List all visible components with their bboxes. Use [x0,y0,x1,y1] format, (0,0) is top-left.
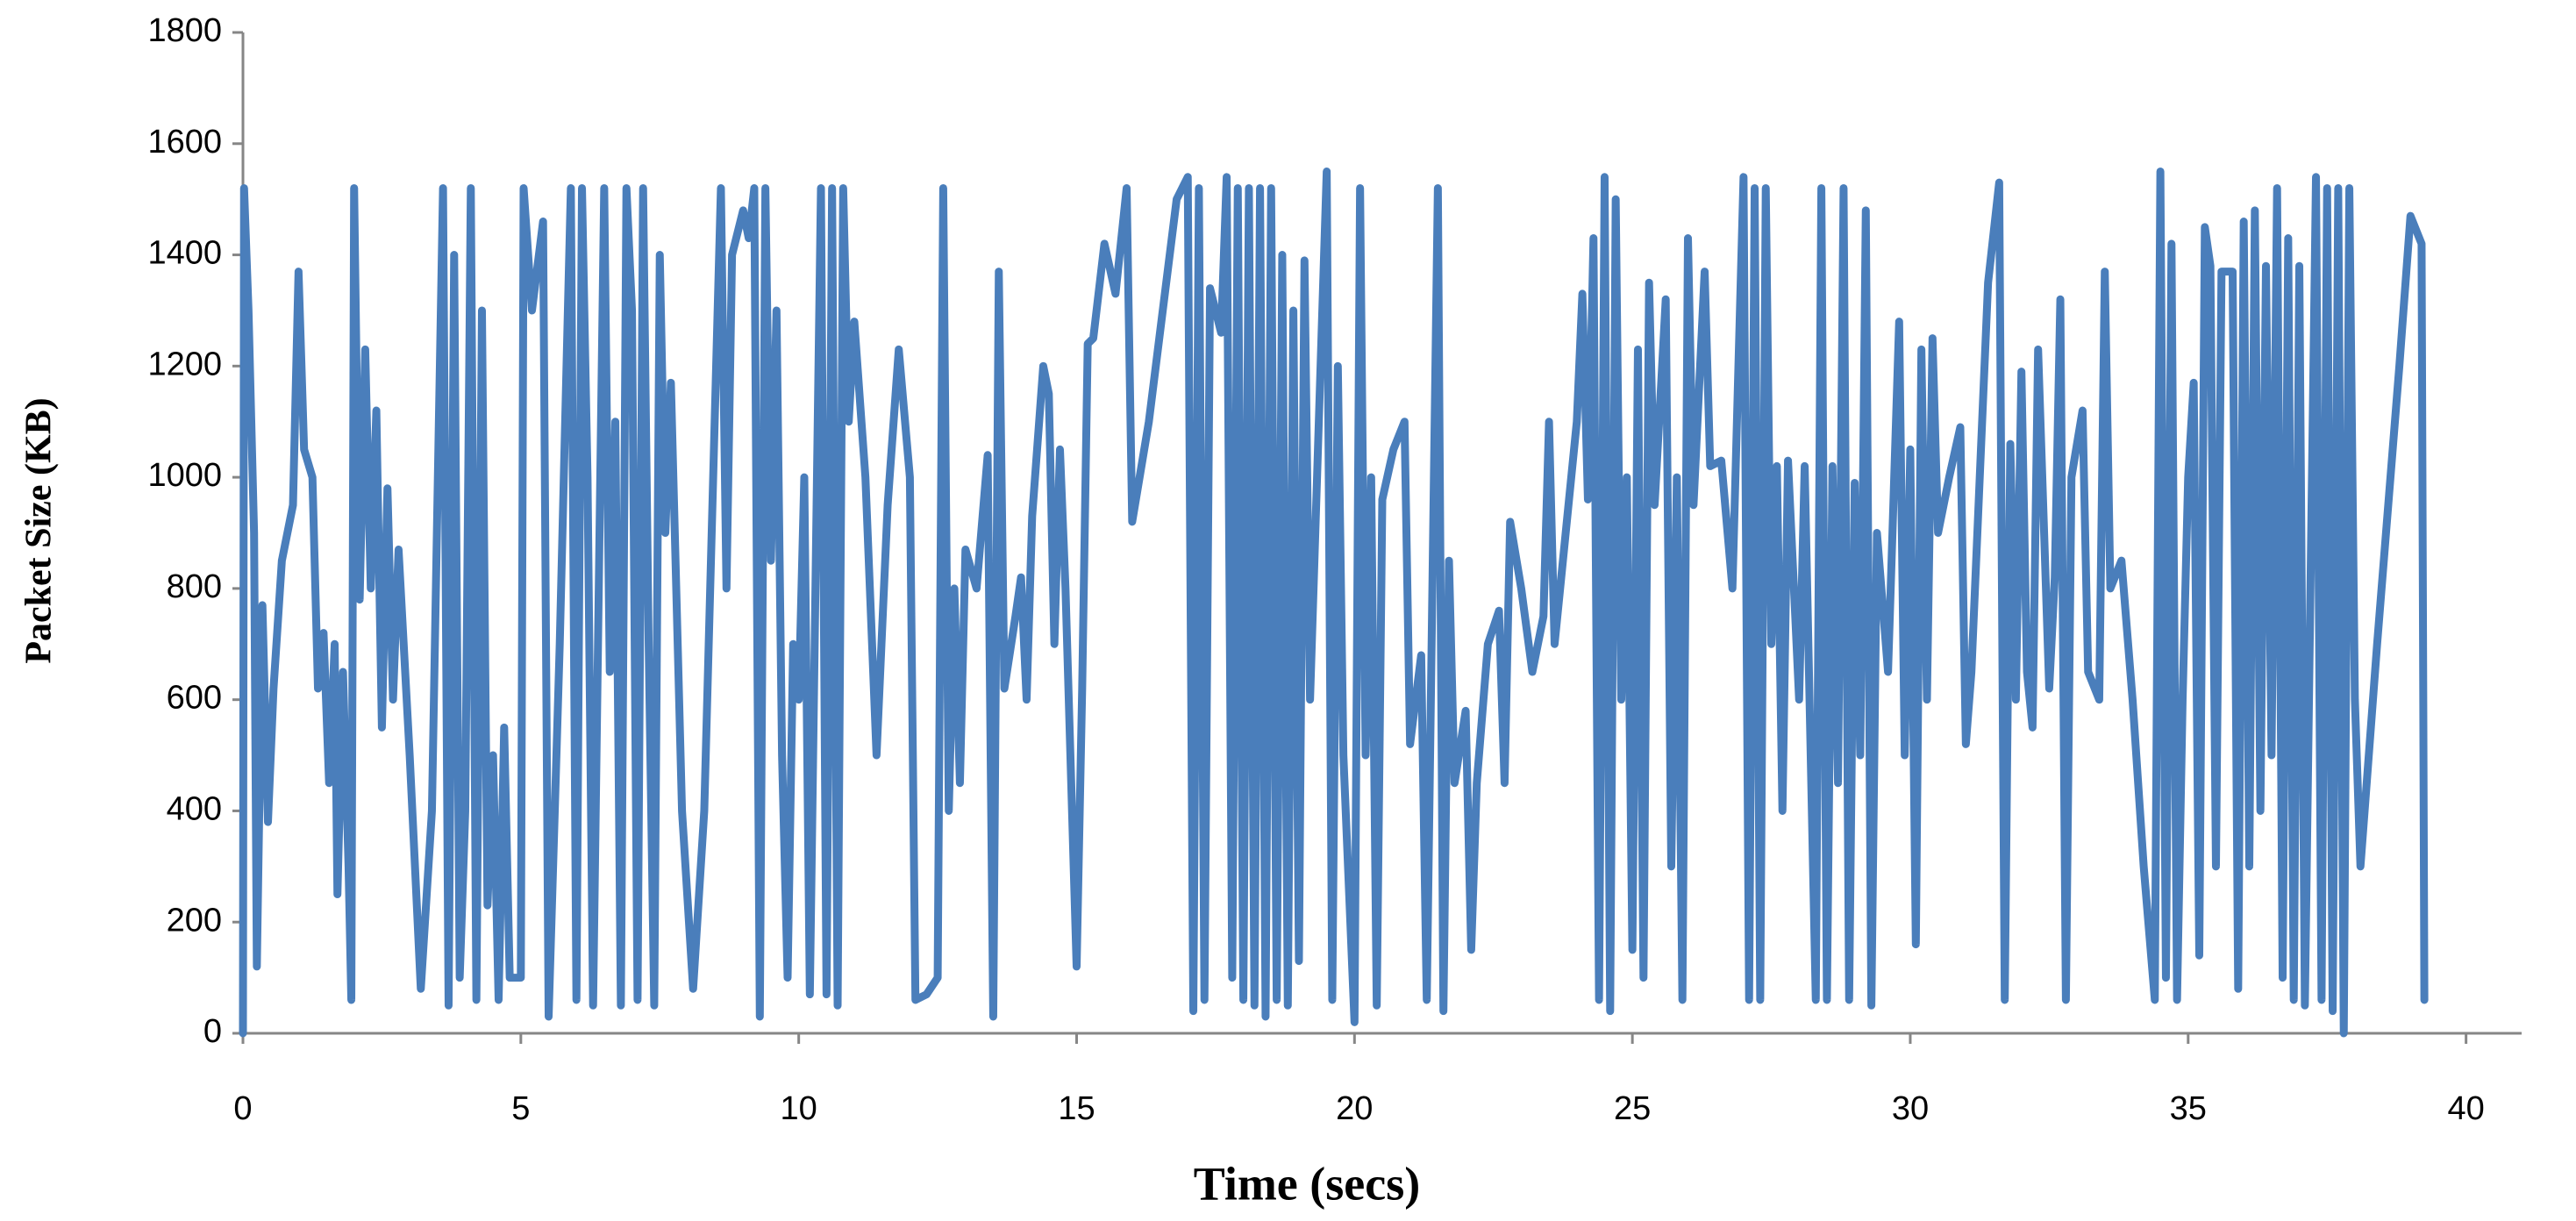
y-tick-label: 0 [203,1013,222,1050]
y-axis-title: Packet Size (KB) [19,397,60,663]
x-tick-label: 35 [2170,1090,2207,1127]
y-tick-label: 1800 [147,12,222,49]
y-tick-label: 600 [167,680,222,717]
x-tick-label: 25 [1614,1090,1651,1127]
y-tick-label: 800 [167,568,222,605]
x-tick-label: 0 [233,1090,252,1127]
x-tick-label: 30 [1892,1090,1929,1127]
data-line [239,167,2429,1038]
y-tick-label: 400 [167,790,222,827]
y-tick-label: 1000 [147,457,222,494]
x-tick-label: 40 [2447,1090,2484,1127]
x-axis-title: Time (secs) [1194,1157,1420,1210]
x-tick-label: 5 [511,1090,530,1127]
x-tick-label: 20 [1336,1090,1373,1127]
y-tick-label: 200 [167,902,222,939]
y-tick-label: 1400 [147,235,222,272]
x-tick-label: 15 [1058,1090,1095,1127]
x-tick-label: 10 [781,1090,817,1127]
y-tick-label: 1600 [147,124,222,161]
y-tick-label: 1200 [147,346,222,382]
